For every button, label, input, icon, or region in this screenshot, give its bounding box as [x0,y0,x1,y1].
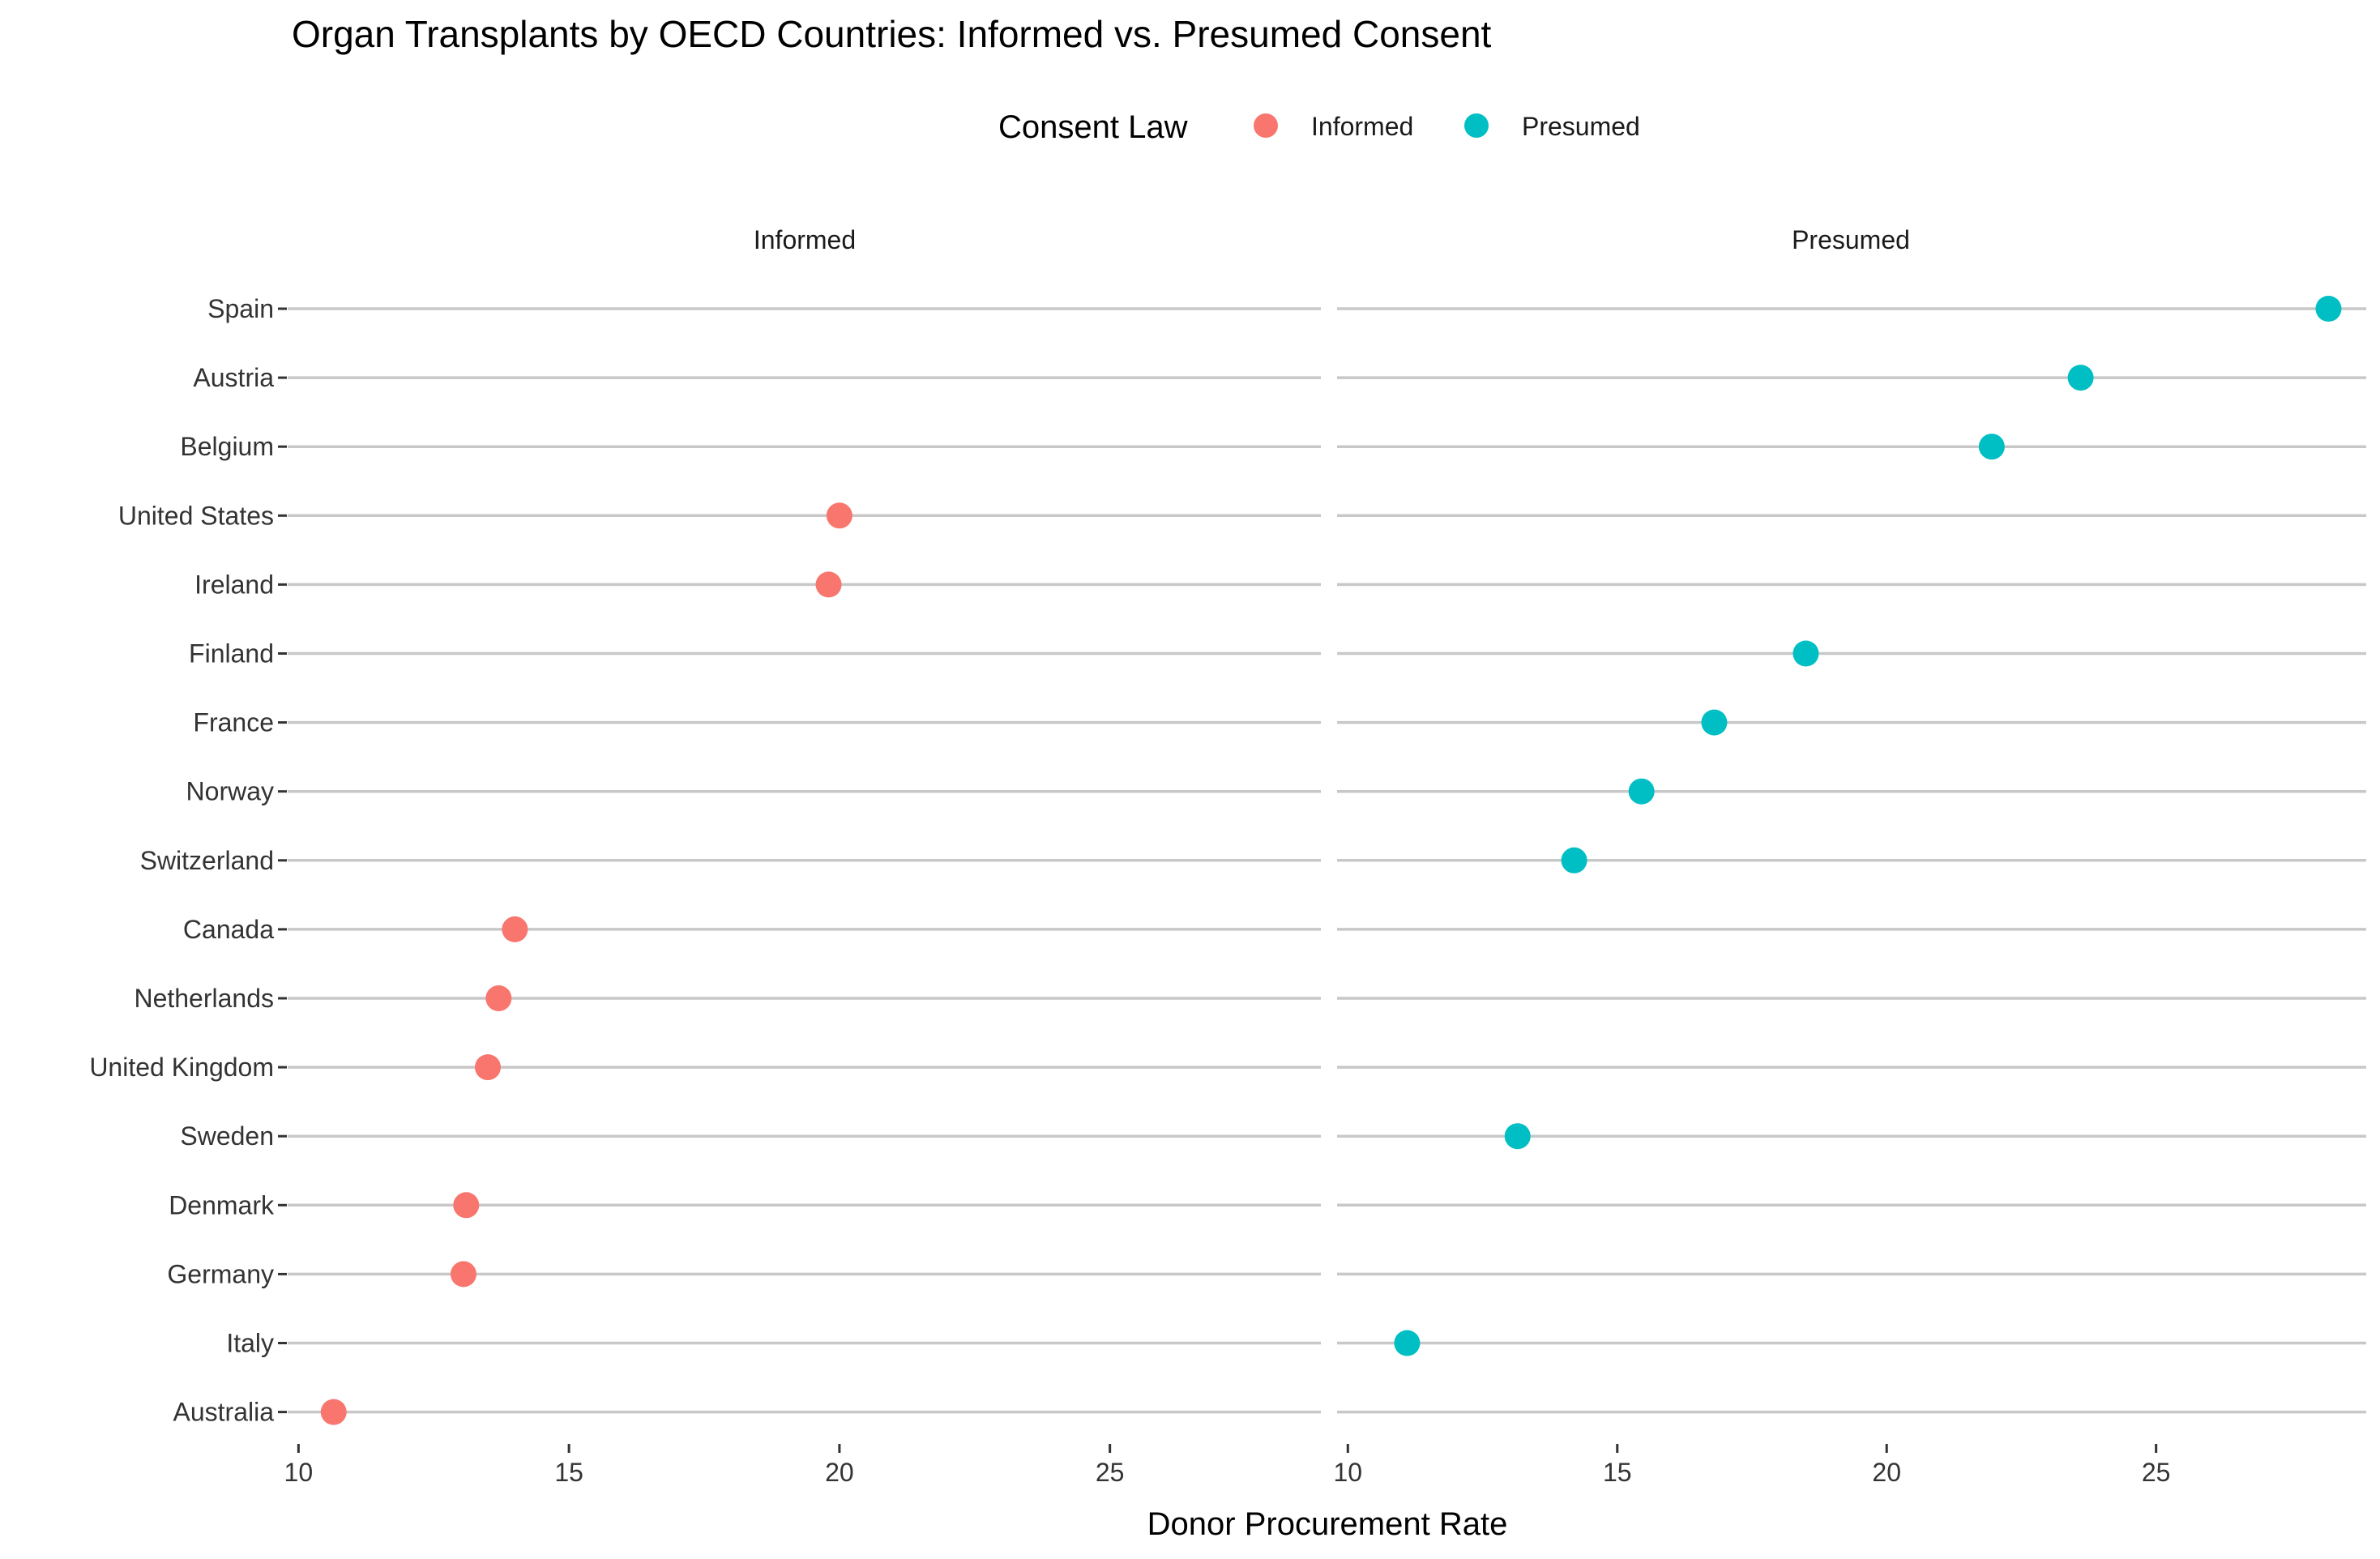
legend-title: Consent Law [998,109,1188,145]
x-tick-label-informed-15: 15 [554,1458,583,1487]
point-informed-germany [450,1261,476,1288]
y-tick-label-netherlands: Netherlands [134,984,274,1013]
panel-strip-presumed: Presumed [1792,225,1910,254]
panel-informed [288,307,1321,1425]
point-informed-united-states [826,502,852,529]
legend-label-presumed: Presumed [1522,112,1640,141]
x-tick-label-informed-20: 20 [825,1458,854,1487]
point-presumed-spain [2315,296,2342,322]
y-tick-label-norway: Norway [186,777,274,806]
point-presumed-norway [1628,778,1655,805]
chart-title: Organ Transplants by OECD Countries: Inf… [292,13,1492,55]
point-informed-netherlands [485,985,512,1011]
x-axis-informed: 10 15 20 25 [284,1444,1125,1487]
panel-presumed [1337,296,2366,1414]
legend: Consent Law Informed Presumed [998,109,1640,145]
y-tick-label-spain: Spain [207,294,274,323]
legend-label-informed: Informed [1311,112,1413,141]
y-tick-label-italy: Italy [226,1329,274,1358]
point-presumed-france [1701,709,1728,736]
legend-swatch-presumed [1464,113,1489,138]
x-tick-label-presumed-10: 10 [1334,1458,1363,1487]
y-tick-label-united-kingdom: United Kingdom [89,1053,274,1082]
y-tick-label-switzerland: Switzerland [140,846,274,875]
point-presumed-switzerland [1561,847,1587,873]
x-tick-label-presumed-15: 15 [1603,1458,1632,1487]
point-presumed-belgium [1978,434,2005,460]
y-tick-label-finland: Finland [189,639,274,668]
y-tick-label-australia: Australia [173,1398,275,1427]
point-informed-denmark [453,1192,480,1219]
panel-strip-informed: Informed [754,225,856,254]
point-informed-australia [320,1399,347,1425]
point-informed-united-kingdom [474,1054,501,1081]
y-tick-label-germany: Germany [167,1259,274,1288]
point-informed-canada [502,916,528,942]
x-tick-label-presumed-20: 20 [1872,1458,1901,1487]
point-presumed-finland [1792,640,1819,667]
point-presumed-sweden [1504,1123,1531,1150]
y-tick-label-canada: Canada [183,915,274,944]
x-axis-label: Donor Procurement Rate [1147,1506,1508,1542]
y-tick-label-denmark: Denmark [169,1190,275,1219]
x-tick-label-informed-25: 25 [1096,1458,1125,1487]
x-tick-label-presumed-25: 25 [2142,1458,2171,1487]
y-tick-label-ireland: Ireland [194,570,274,599]
point-presumed-italy [1394,1330,1421,1356]
y-tick-label-united-states: United States [118,501,274,530]
y-tick-label-austria: Austria [193,363,274,392]
point-informed-ireland [815,571,842,598]
x-tick-label-informed-10: 10 [284,1458,314,1487]
y-axis: Spain Austria Belgium United States Ireland F… [89,294,287,1427]
legend-swatch-informed [1254,113,1278,138]
point-presumed-austria [2067,365,2094,391]
y-tick-label-belgium: Belgium [180,432,274,461]
x-axis-presumed: 10 15 20 25 [1334,1444,2171,1487]
y-tick-label-france: France [193,708,274,737]
y-tick-label-sweden: Sweden [180,1121,274,1151]
